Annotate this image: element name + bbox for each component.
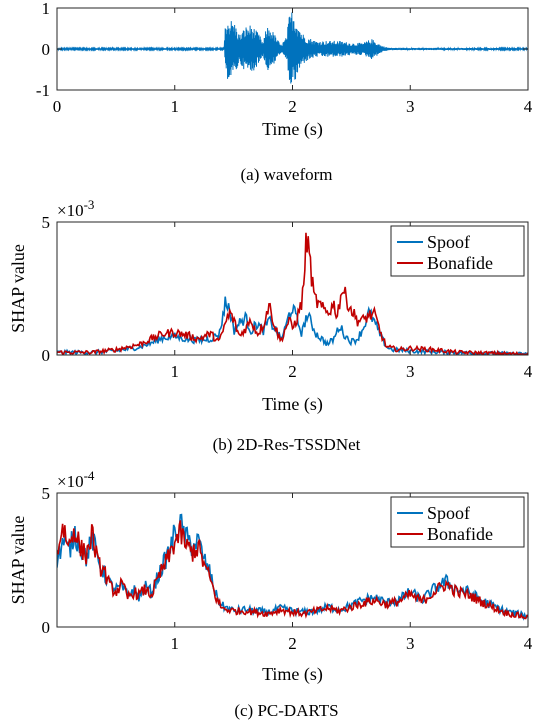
x-tick-label: 1 [171, 634, 180, 653]
waveform-line [57, 12, 528, 84]
legend-box [390, 496, 525, 548]
x-axis-label: Time (s) [262, 664, 323, 685]
legend-label-spoof: Spoof [427, 503, 470, 523]
axis-exponent-power: -4 [84, 468, 95, 483]
x-axis-label: Time (s) [262, 119, 323, 140]
y-tick-label: 0 [42, 346, 51, 365]
y-tick-label: -1 [36, 81, 50, 100]
series-line-bonafide [57, 520, 528, 620]
chart-caption: (b) 2D-Res-TSSDNet [213, 435, 361, 454]
x-tick-label: 3 [406, 97, 415, 116]
x-tick-label: 1 [171, 362, 180, 381]
x-tick-label: 4 [524, 97, 533, 116]
chart-caption: (c) PC-DARTS [234, 701, 338, 720]
y-tick-label: 5 [42, 213, 51, 232]
x-axis-label: Time (s) [262, 394, 323, 415]
x-tick-label: 1 [171, 97, 180, 116]
x-tick-label: 2 [288, 634, 297, 653]
axis-exponent-label: ×10-3 [57, 197, 94, 220]
x-tick-label: 3 [406, 634, 415, 653]
x-tick-label: 2 [288, 97, 297, 116]
y-tick-label: 5 [42, 484, 51, 503]
legend-label-spoof: Spoof [427, 232, 470, 252]
legend-label-bonafide: Bonafide [427, 253, 493, 273]
legend-label-bonafide: Bonafide [427, 524, 493, 544]
y-axis-label: SHAP value [8, 244, 28, 333]
x-tick-label: 0 [53, 97, 62, 116]
y-tick-label: 0 [42, 40, 51, 59]
y-tick-label: 0 [42, 618, 51, 637]
chart-caption: (a) waveform [240, 165, 332, 184]
chart-panel-2: 1 2 3 4 0 5 ×10-3 Time (s) SHAP value (b) 2D-Res-… [8, 197, 533, 454]
axis-exponent-label: ×10-4 [57, 468, 95, 491]
series-line-bonafide [57, 232, 528, 355]
y-axis-label: SHAP value [8, 516, 28, 605]
x-tick-label: 4 [524, 362, 533, 381]
chart-panel-3: 1 2 3 4 0 5 ×10-4 Time (s) SHAP value (c) PC-DART… [8, 468, 533, 720]
x-tick-label: 2 [288, 362, 297, 381]
x-tick-label: 3 [406, 362, 415, 381]
y-tick-label: 1 [42, 0, 51, 18]
x-tick-label: 4 [524, 634, 533, 653]
legend-box [390, 225, 525, 277]
axis-exponent-power: -3 [84, 197, 95, 212]
